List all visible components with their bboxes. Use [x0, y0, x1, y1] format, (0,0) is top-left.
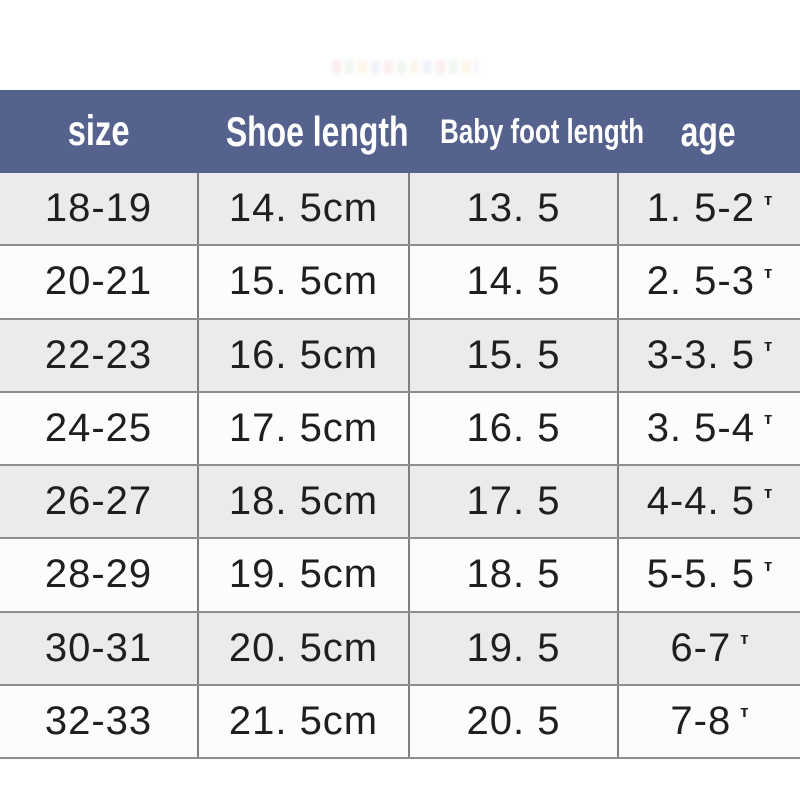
age-cell: 3-3. 5 т: [617, 319, 800, 391]
age-value: 2. 5-3: [646, 259, 755, 304]
size-cell: 28-29: [44, 552, 153, 597]
table-body: 18-19 14. 5cm 13. 5 1. 5-2 т 20-21 15. 5c…: [0, 173, 800, 759]
age-cell: 2. 5-3 т: [617, 246, 800, 318]
table-row: 30-31 20. 5cm 19. 5 6-7 т: [0, 612, 800, 686]
age-unit: т: [763, 262, 773, 282]
age-unit: т: [763, 482, 773, 502]
watermark: [332, 60, 478, 74]
column-header-baby-foot-length: Baby foot length: [408, 115, 644, 149]
column-header-baby-foot-length-label: Baby foot length: [440, 112, 645, 151]
column-header-size-label: size: [67, 107, 130, 155]
size-cell: 24-25: [44, 405, 153, 450]
table-header-row: size Shoe length Baby foot length age: [0, 90, 800, 173]
shoe-length-cell: 17. 5cm: [197, 392, 408, 464]
shoe-length-cell: 16. 5cm: [197, 319, 408, 391]
age-unit: т: [763, 555, 773, 575]
age-value: 3. 5-4: [646, 405, 755, 450]
age-value: 7-8: [670, 698, 732, 743]
foot-length-cell: 17. 5: [408, 466, 617, 538]
age-cell: 6-7 т: [617, 612, 800, 684]
age-unit: т: [763, 336, 773, 356]
size-cell: 18-19: [44, 186, 153, 231]
foot-length-cell: 18. 5: [408, 539, 617, 611]
foot-length-cell: 14. 5: [408, 246, 617, 318]
age-unit: т: [740, 629, 749, 649]
size-cell: 26-27: [44, 479, 153, 524]
age-unit: т: [763, 189, 773, 209]
age-value: 3-3. 5: [646, 332, 755, 377]
age-value: 4-4. 5: [646, 479, 755, 524]
age-unit: т: [740, 702, 749, 722]
shoe-length-cell: 15. 5cm: [197, 246, 408, 318]
size-cell: 20-21: [44, 259, 153, 304]
shoe-length-cell: 21. 5cm: [197, 685, 408, 757]
shoe-length-cell: 20. 5cm: [197, 612, 408, 684]
age-cell: 4-4. 5 т: [617, 466, 800, 538]
size-table: size Shoe length Baby foot length age 18…: [0, 90, 800, 759]
foot-length-cell: 20. 5: [408, 685, 617, 757]
foot-length-cell: 13. 5: [408, 173, 617, 245]
column-header-age-label: age: [680, 107, 737, 155]
age-cell: 5-5. 5 т: [617, 539, 800, 611]
table-row: 18-19 14. 5cm 13. 5 1. 5-2 т: [0, 173, 800, 247]
table-row: 22-23 16. 5cm 15. 5 3-3. 5 т: [0, 319, 800, 393]
shoe-length-cell: 19. 5cm: [197, 539, 408, 611]
table-row: 20-21 15. 5cm 14. 5 2. 5-3 т: [0, 246, 800, 320]
table-row: 24-25 17. 5cm 16. 5 3. 5-4 т: [0, 392, 800, 466]
column-header-size: size: [0, 110, 197, 153]
column-header-shoe-length: Shoe length: [197, 107, 409, 155]
age-value: 6-7: [670, 625, 732, 670]
foot-length-cell: 19. 5: [408, 612, 617, 684]
table-row: 32-33 21. 5cm 20. 5 7-8 т: [0, 685, 800, 759]
shoe-length-cell: 18. 5cm: [197, 466, 408, 538]
foot-length-cell: 15. 5: [408, 319, 617, 391]
table-row: 28-29 19. 5cm 18. 5 5-5. 5 т: [0, 539, 800, 613]
age-cell: 1. 5-2 т: [617, 173, 800, 245]
age-value: 1. 5-2: [646, 186, 755, 231]
age-value: 5-5. 5: [646, 552, 755, 597]
size-cell: 30-31: [44, 625, 153, 670]
table-row: 26-27 18. 5cm 17. 5 4-4. 5 т: [0, 466, 800, 540]
shoe-length-cell: 14. 5cm: [197, 173, 408, 245]
foot-length-cell: 16. 5: [408, 392, 617, 464]
size-cell: 22-23: [44, 332, 153, 377]
column-header-age: age: [617, 107, 800, 155]
age-unit: т: [763, 409, 773, 429]
column-header-shoe-length-label: Shoe length: [225, 107, 409, 155]
age-cell: 7-8 т: [617, 685, 800, 757]
size-cell: 32-33: [44, 698, 153, 743]
age-cell: 3. 5-4 т: [617, 392, 800, 464]
